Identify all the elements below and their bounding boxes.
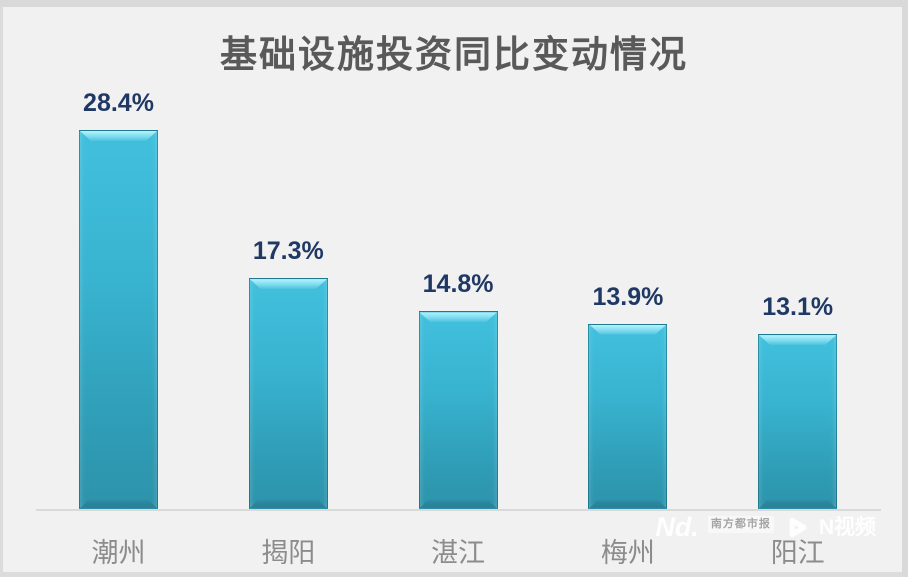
- bar-category-label: 梅州: [600, 538, 655, 568]
- x-axis-line: [36, 509, 881, 511]
- bar-group: 28.4% 潮州: [34, 0, 204, 577]
- bar: [418, 311, 498, 509]
- play-icon: [783, 514, 810, 541]
- bar: [588, 323, 668, 509]
- bar-category-label: 潮州: [91, 538, 146, 568]
- bar-category-label: 揭阳: [261, 538, 316, 568]
- bar-value-label: 17.3%: [252, 237, 324, 266]
- bar-group: 13.9% 梅州: [543, 0, 713, 577]
- watermark: Nd. 南方都市报 N视频: [655, 514, 876, 541]
- nd-logo: Nd.: [655, 512, 699, 542]
- bar: [79, 130, 158, 509]
- chart-title: 基础设施投资同比变动情况: [220, 34, 688, 75]
- bar-value-label: 13.1%: [762, 293, 834, 322]
- bar-value-label: 28.4%: [83, 89, 154, 117]
- bar-value-label: 13.9%: [592, 282, 664, 311]
- bar: [758, 334, 838, 509]
- bar-group: 14.8% 湛江: [373, 0, 543, 577]
- bar-group: 13.1% 阳江: [713, 0, 883, 577]
- bar-group: 17.3% 揭阳: [203, 0, 373, 577]
- bar: [248, 278, 328, 509]
- bar-category-label: 阳江: [770, 538, 825, 568]
- bar-category-label: 湛江: [431, 538, 486, 568]
- bar-value-label: 14.8%: [422, 270, 494, 299]
- n-video-label: N视频: [818, 516, 876, 539]
- nandu-newspaper-badge: 南方都市报: [707, 516, 774, 534]
